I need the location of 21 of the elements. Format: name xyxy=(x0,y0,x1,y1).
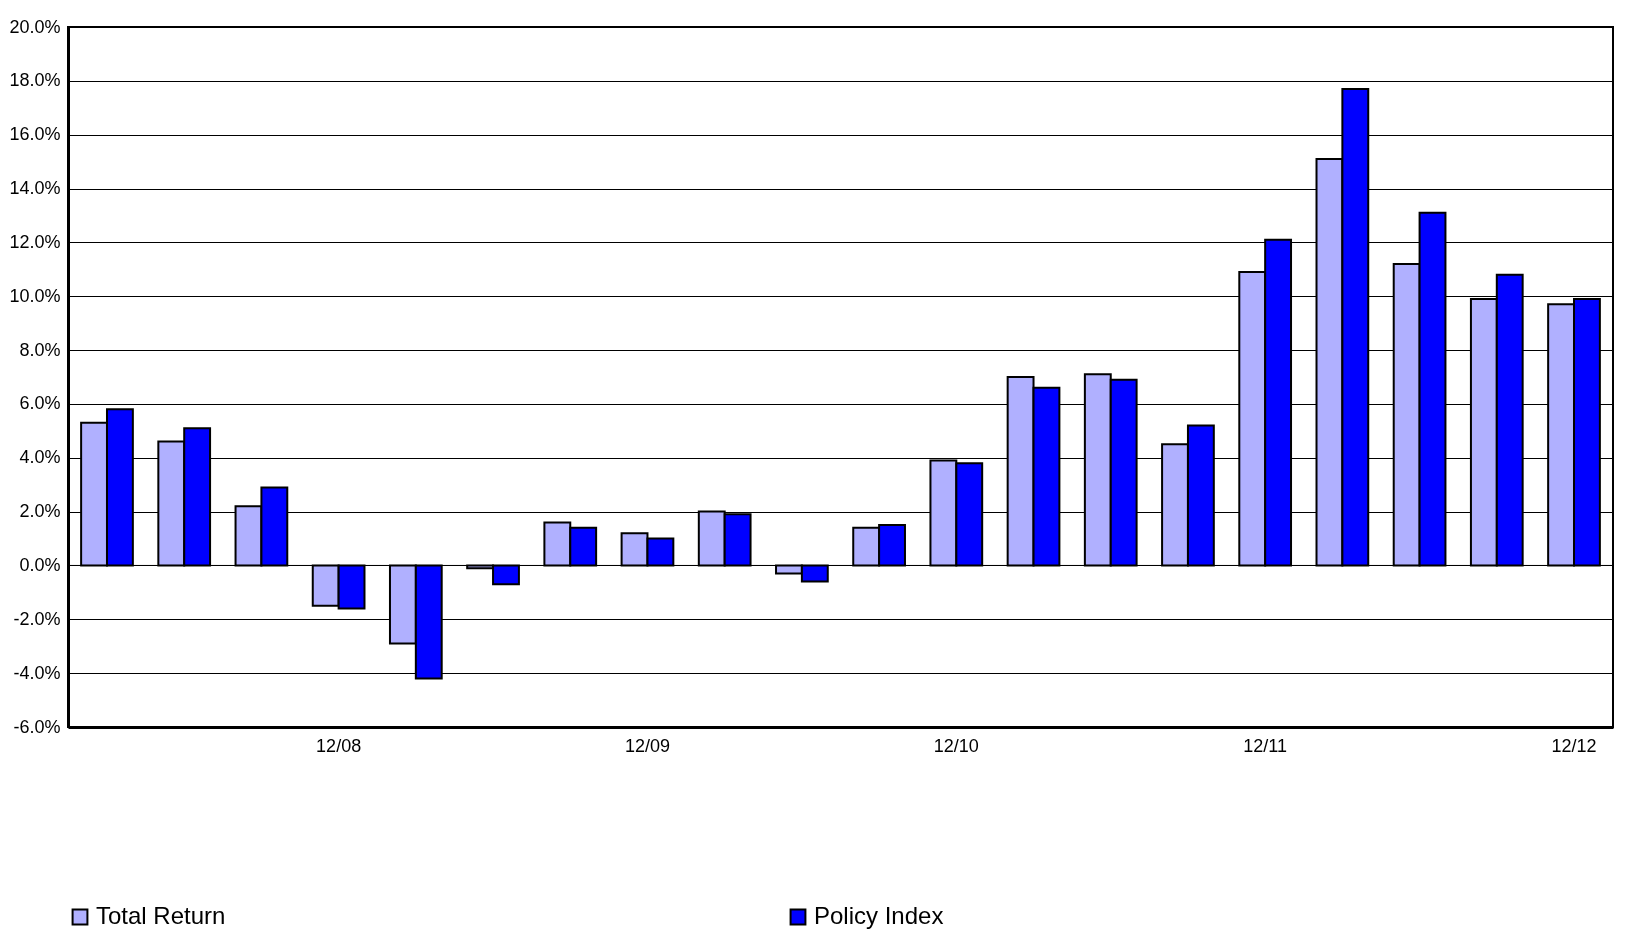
y-tick-label: 20.0% xyxy=(9,16,61,37)
x-tick-label: 12/09 xyxy=(624,735,670,756)
y-tick-label: 2.0% xyxy=(19,501,61,522)
y-tick-label: 0.0% xyxy=(19,554,61,575)
x-tick-label: 12/10 xyxy=(933,735,979,756)
legend-label: Total Return xyxy=(96,902,226,929)
x-tick-label: 12/12 xyxy=(1551,735,1597,756)
x-tick-label: 12/08 xyxy=(316,735,362,756)
y-tick-label: -2.0% xyxy=(13,608,61,629)
y-tick-label: 10.0% xyxy=(9,285,61,306)
y-tick-label: 4.0% xyxy=(19,447,61,468)
y-tick-label: 18.0% xyxy=(9,70,61,91)
y-tick-label: 6.0% xyxy=(19,393,61,414)
y-tick-label: 14.0% xyxy=(9,178,61,199)
y-tick-label: 16.0% xyxy=(9,124,61,145)
y-tick-label: 8.0% xyxy=(19,339,61,360)
x-tick-label: 12/11 xyxy=(1243,735,1288,756)
y-tick-label: -6.0% xyxy=(13,716,61,737)
y-tick-label: 12.0% xyxy=(9,231,61,252)
legend-label: Policy Index xyxy=(814,902,944,929)
y-tick-label: -4.0% xyxy=(13,662,61,683)
